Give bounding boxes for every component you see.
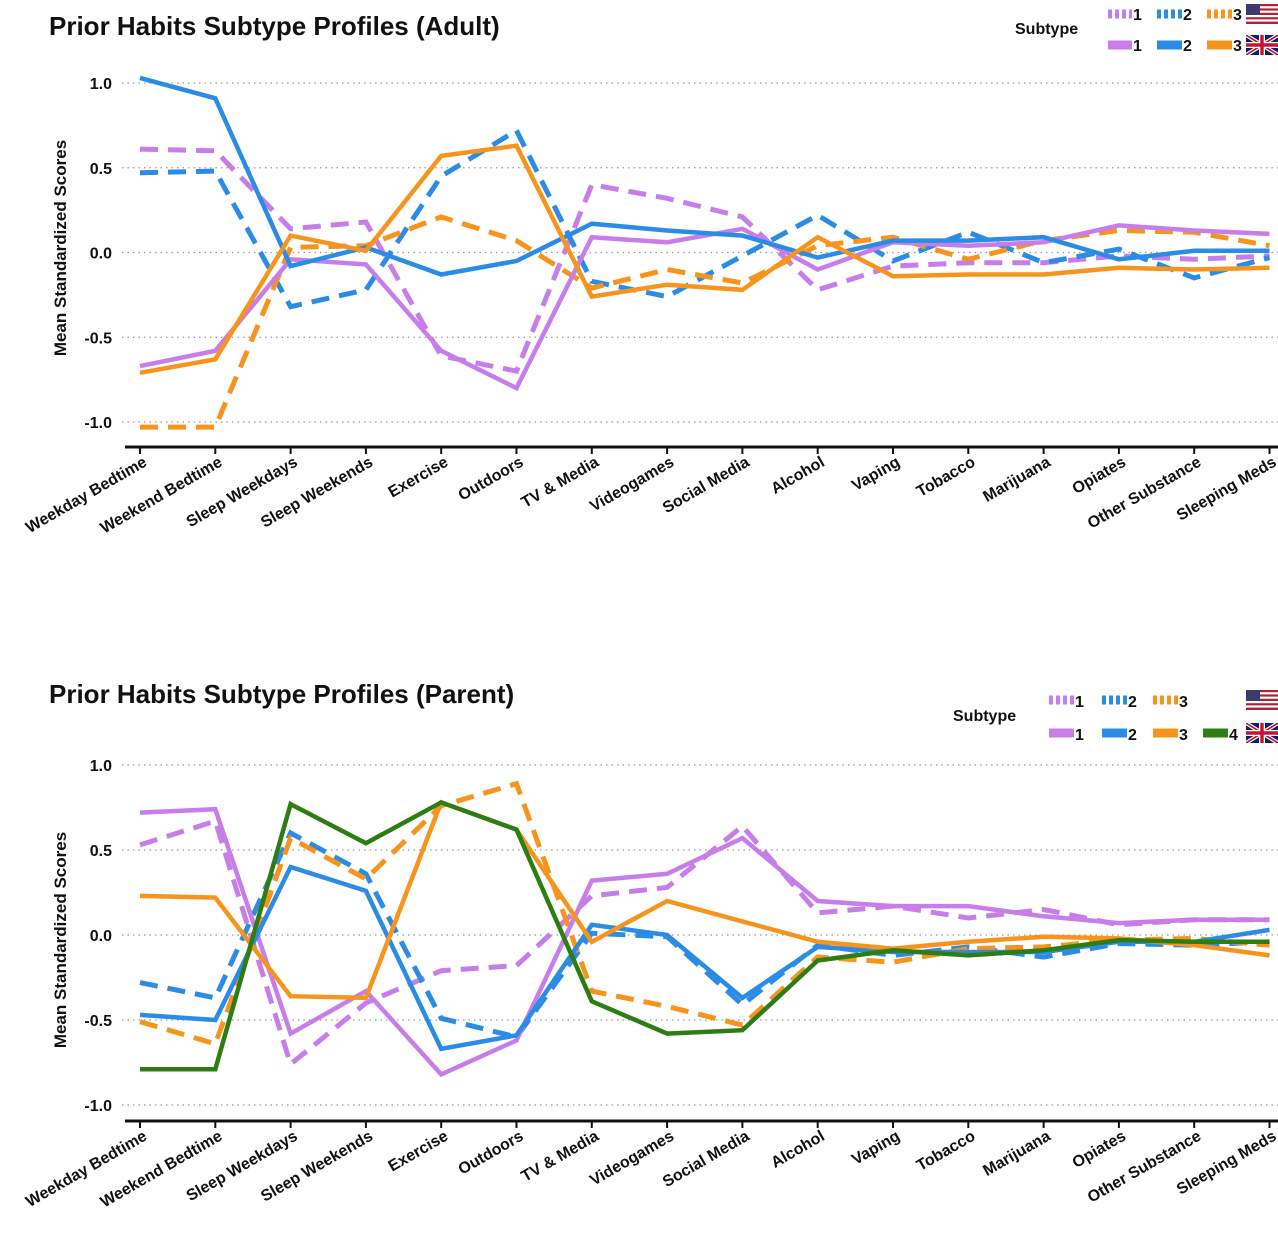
x-tick-label: Weekday Bedtime (23, 1128, 150, 1211)
series-line-dashed-subtype-2 (139, 126, 1271, 310)
y-axis-label-parent: Mean Standardized Scores (51, 832, 70, 1048)
series-line-solid-subtype-1 (139, 806, 1270, 1078)
series-line-dashed-subtype-3 (139, 780, 1270, 1047)
legend-title: Subtype (953, 708, 1016, 725)
legend-label-us-1: 1 (1133, 7, 1142, 24)
series-line-solid-subtype-2 (139, 75, 1270, 277)
legend-label-uk-3: 3 (1179, 727, 1188, 744)
y-tick-label: 1.0 (90, 76, 112, 93)
y-tick-label: 1.0 (90, 758, 112, 775)
y-tick-label: -0.5 (84, 1013, 112, 1030)
legend-label-uk-1: 1 (1075, 727, 1084, 744)
series-line-solid-subtype-3 (139, 799, 1270, 1001)
legend-title: Subtype (1015, 21, 1078, 38)
x-tick-label: Vaping (849, 1128, 903, 1169)
x-tick-label: Opiates (1070, 1128, 1129, 1172)
chart-title-adult: Prior Habits Subtype Profiles (Adult) (49, 11, 500, 41)
legend-label-uk-3: 3 (1233, 38, 1242, 55)
chart-title-parent: Prior Habits Subtype Profiles (Parent) (49, 679, 514, 709)
plot-adult: 1.0 0.5 0.0 -0.5 -1.0 Weekday BedtimeWeekend … (23, 75, 1278, 538)
series-line-solid-subtype-1 (139, 223, 1270, 392)
x-tick-label: Alcohol (768, 454, 827, 498)
legend-label-us-3: 3 (1179, 694, 1188, 711)
series-line-solid-subtype-3 (139, 143, 1270, 376)
y-tick-label: -1.0 (84, 1098, 112, 1115)
y-tick-label: 0.5 (90, 843, 112, 860)
x-tick-label: Weekday Bedtime (23, 454, 150, 537)
y-tick-label: 0.0 (90, 246, 112, 263)
plot-parent: 1.0 0.5 0.0 -0.5 -1.0 Weekday BedtimeWeekend … (23, 758, 1278, 1211)
x-tick-label: Weekend Bedtime (98, 454, 226, 538)
legend-label-uk-4: 4 (1229, 727, 1238, 744)
y-tick-label: -1.0 (84, 415, 112, 432)
x-tick-label: Tobacco (914, 1128, 979, 1175)
y-tick-label: 0.5 (90, 161, 112, 178)
legend-label-us-2: 2 (1183, 7, 1192, 24)
legend-adult: Subtype 1 2 3 1 2 3 (1015, 4, 1278, 55)
y-tick-label: 0.0 (90, 928, 112, 945)
legend-label-uk-1: 1 (1133, 38, 1142, 55)
us-flag-icon (1246, 4, 1278, 24)
series-line-dashed-subtype-3 (140, 214, 1270, 430)
x-tick-label: Opiates (1070, 454, 1129, 498)
legend-parent: Subtype 1 2 3 1 2 3 4 (953, 690, 1278, 744)
us-flag-icon (1246, 690, 1278, 710)
legend-label-uk-2: 2 (1128, 727, 1137, 744)
x-tick-label: Exercise (386, 454, 452, 502)
y-axis-label-adult: Mean Standardized Scores (51, 140, 70, 356)
legend-label-us-2: 2 (1128, 694, 1137, 711)
x-tick-label: Outdoors (456, 1128, 527, 1179)
y-tick-label: -0.5 (84, 330, 112, 347)
x-tick-label: Marijuana (980, 1128, 1053, 1180)
x-tick-label: Exercise (386, 1128, 452, 1176)
x-tick-label: Vaping (849, 454, 903, 495)
uk-flag-icon (1246, 723, 1278, 743)
series-line-solid-subtype-4 (140, 799, 1270, 1072)
x-tick-label: Marijuana (980, 454, 1053, 506)
series-line-dashed-subtype-1 (139, 146, 1270, 374)
legend-label-us-1: 1 (1075, 694, 1084, 711)
x-tick-label: Alcohol (768, 1128, 827, 1172)
uk-flag-icon (1246, 35, 1278, 55)
x-tick-label: Outdoors (456, 454, 527, 505)
x-tick-label: Tobacco (914, 454, 979, 501)
legend-label-us-3: 3 (1233, 7, 1242, 24)
x-tick-label: Weekend Bedtime (98, 1128, 226, 1212)
legend-label-uk-2: 2 (1183, 38, 1192, 55)
